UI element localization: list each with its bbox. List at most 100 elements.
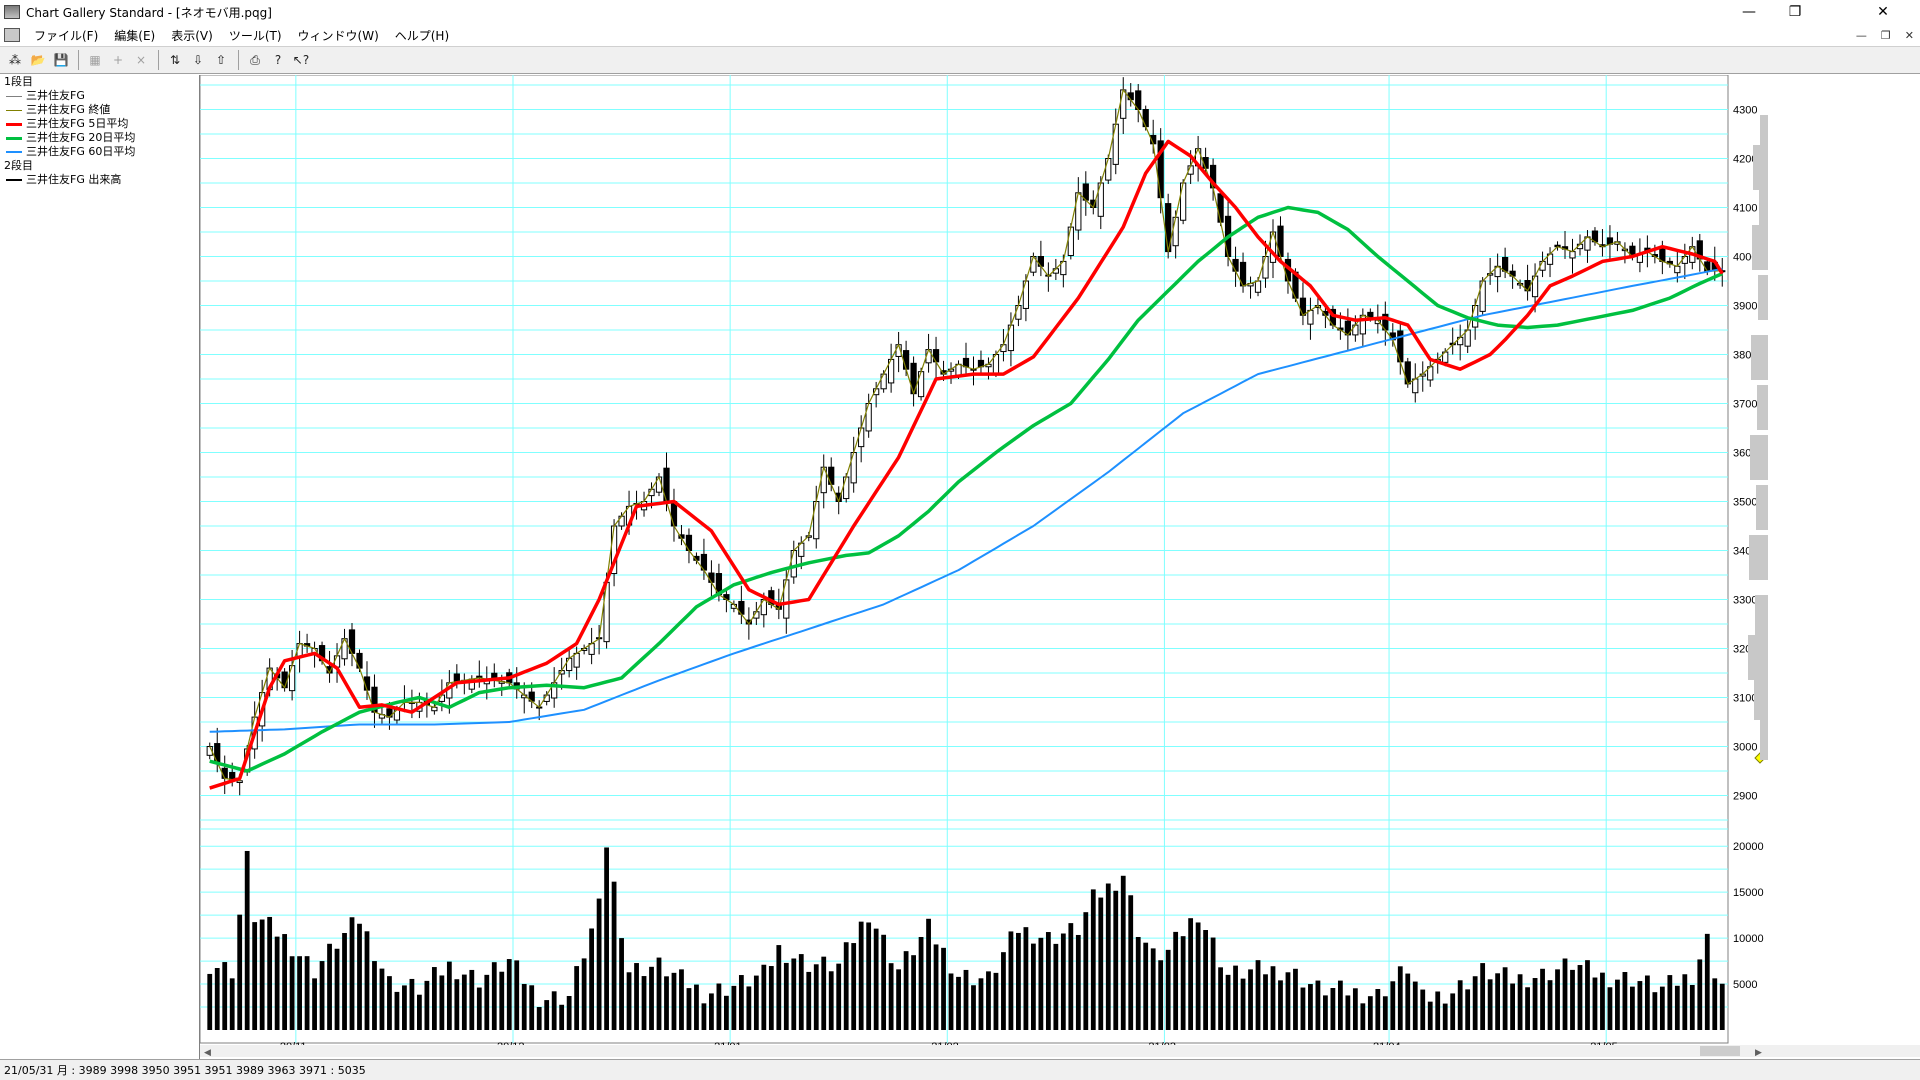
- candle-body: [1681, 256, 1688, 264]
- chart-area[interactable]: 2900 3000 3100 3200 3300 3400 3500 3600 3700 3800…: [199, 74, 1920, 1059]
- save-icon[interactable]: 💾: [53, 53, 69, 67]
- volume-bar: [1285, 972, 1291, 1030]
- maximize-button[interactable]: ❐: [1788, 4, 1802, 20]
- volume-bar: [694, 984, 699, 1030]
- volume-bar: [649, 966, 654, 1030]
- volume-bar: [679, 969, 684, 1030]
- legend-label: 三井住友FG 終値: [26, 103, 111, 116]
- volume-bar: [1375, 989, 1381, 1030]
- volume-bar: [491, 962, 497, 1030]
- volume-tick-label: 5000: [1733, 979, 1757, 991]
- close-button[interactable]: ✕: [1877, 4, 1889, 20]
- volume-bar: [821, 956, 827, 1030]
- volume-bar: [1210, 937, 1216, 1030]
- volume-bar: [1203, 930, 1209, 1030]
- volume-bar: [559, 1004, 565, 1030]
- volume-bar: [903, 951, 909, 1030]
- volume-bar: [312, 978, 317, 1030]
- menu-tools[interactable]: ツール(T): [228, 28, 282, 43]
- legend-item[interactable]: 三井住友FG 60日平均: [0, 145, 199, 159]
- volume-bar: [604, 847, 609, 1030]
- volume-bar: [581, 958, 587, 1030]
- mdi-minimize-button[interactable]: —: [1855, 28, 1867, 42]
- menu-view[interactable]: 表示(V): [171, 28, 213, 43]
- context-help-icon[interactable]: ↖?: [292, 53, 310, 67]
- volume-bar: [274, 936, 280, 1030]
- app-icon[interactable]: [4, 5, 20, 19]
- volume-bar: [244, 850, 250, 1030]
- volume-bar: [1547, 980, 1553, 1030]
- volume-bar: [1120, 875, 1126, 1030]
- volume-bar: [1427, 1001, 1433, 1030]
- menu-help[interactable]: ヘルプ(H): [394, 28, 450, 43]
- volume-bar: [334, 948, 340, 1030]
- volume-bar: [1712, 978, 1718, 1030]
- volume-bar: [806, 971, 812, 1030]
- volume-bar: [768, 966, 774, 1030]
- volume-bar: [671, 972, 677, 1030]
- stock-chart[interactable]: 2900300031003200330034003500360037003800…: [199, 74, 1920, 1059]
- volume-bar: [888, 963, 894, 1030]
- help-icon[interactable]: ?: [274, 53, 282, 67]
- volume-bar: [1105, 883, 1111, 1030]
- minimize-button[interactable]: —: [1742, 4, 1756, 20]
- volume-bar: [1637, 981, 1643, 1030]
- volume-bar: [409, 978, 415, 1030]
- volume-bar: [1652, 992, 1658, 1030]
- menu-window[interactable]: ウィンドウ(W): [297, 28, 379, 43]
- volume-bar: [1315, 980, 1321, 1030]
- print-icon[interactable]: ⎙: [250, 52, 260, 67]
- volume-bar: [1323, 995, 1328, 1030]
- price-tick-label: 4100: [1733, 203, 1757, 215]
- candle-body: [1569, 251, 1576, 259]
- volume-bar: [544, 1000, 550, 1030]
- volume-bar: [1180, 936, 1186, 1030]
- price-volume-profile-bar: [1750, 435, 1768, 480]
- menu-bar: ファイル(F) 編集(E) 表示(V) ツール(T) ウィンドウ(W) ヘルプ(…: [0, 24, 1920, 46]
- mdi-restore-button[interactable]: ❐: [1880, 28, 1891, 42]
- legend-swatch: [6, 136, 22, 140]
- candle-body: [356, 652, 363, 669]
- candle-body: [1105, 158, 1112, 181]
- candle-body: [1412, 378, 1419, 394]
- legend-item[interactable]: 三井住友FG 出来高: [0, 173, 199, 187]
- volume-bar: [1053, 943, 1059, 1030]
- download-data-icon[interactable]: ⇅: [169, 53, 181, 67]
- document-icon[interactable]: [4, 28, 20, 42]
- volume-bar: [566, 995, 572, 1030]
- down-arrow-icon[interactable]: ⇩: [192, 53, 204, 67]
- volume-bar: [484, 974, 490, 1030]
- volume-bar: [282, 934, 288, 1030]
- volume-bar: [634, 963, 639, 1030]
- open-folder-icon[interactable]: 📂: [30, 53, 46, 67]
- scrollbar-thumb: [1700, 1046, 1740, 1056]
- volume-bar: [858, 921, 864, 1030]
- up-arrow-icon[interactable]: ⇧: [215, 53, 227, 67]
- volume-bar: [596, 898, 602, 1030]
- scroll-right-icon: ▶: [1755, 1048, 1762, 1058]
- volume-bar: [746, 986, 752, 1030]
- chart-settings-icon[interactable]: ⁂: [9, 53, 21, 67]
- price-volume-profile-bar: [1755, 595, 1768, 640]
- menu-file[interactable]: ファイル(F): [34, 28, 99, 43]
- volume-tick-label: 15000: [1733, 887, 1764, 899]
- volume-bar: [476, 987, 482, 1030]
- menu-edit[interactable]: 編集(E): [114, 28, 156, 43]
- volume-bar: [1570, 969, 1575, 1030]
- legend-item[interactable]: 三井住友FG 5日平均: [0, 117, 199, 131]
- volume-bar: [716, 983, 722, 1030]
- volume-bar: [1255, 960, 1261, 1030]
- volume-bar: [304, 956, 310, 1030]
- volume-bar: [1457, 980, 1463, 1030]
- volume-bar: [978, 978, 984, 1030]
- legend-list-1: 三井住友FG 三井住友FG 終値 三井住友FG 5日平均 三井住友FG 20日平均 三井…: [0, 89, 199, 159]
- candle-body: [1067, 226, 1074, 257]
- toolbar-separator: [238, 50, 239, 70]
- legend-item[interactable]: 三井住友FG: [0, 89, 199, 103]
- volume-bar: [1098, 897, 1104, 1030]
- price-tick-label: 4300: [1733, 105, 1757, 117]
- legend-item[interactable]: 三井住友FG 終値: [0, 103, 199, 117]
- legend-item[interactable]: 三井住友FG 20日平均: [0, 131, 199, 145]
- volume-bar: [1382, 996, 1388, 1030]
- mdi-close-button[interactable]: ✕: [1904, 28, 1914, 42]
